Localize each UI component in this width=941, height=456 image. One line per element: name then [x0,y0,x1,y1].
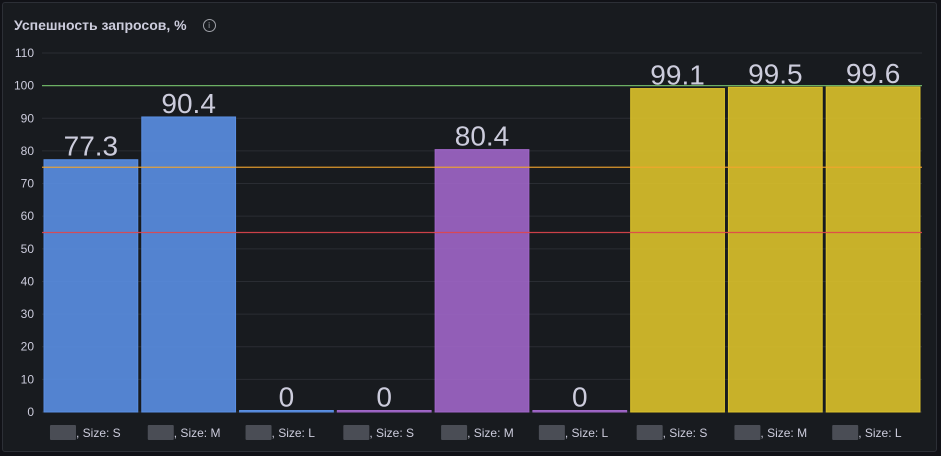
bar[interactable] [532,410,628,413]
bar[interactable] [336,410,432,413]
redacted-label-block [49,425,76,440]
bar[interactable] [825,86,921,413]
bar[interactable] [434,149,530,413]
redacted-label-block [441,425,468,440]
redacted-label-block [343,425,370,440]
y-tick-label: 30 [21,307,35,321]
bar[interactable] [43,159,139,413]
x-tick-label: , Size: M [467,426,514,440]
y-tick-label: 100 [14,79,34,93]
bar-value-label: 0 [572,382,588,413]
x-tick-label: , Size: L [858,426,902,440]
bar[interactable] [141,116,237,413]
bar-value-label: 99.5 [748,58,803,89]
y-tick-label: 20 [21,340,35,354]
panel-title[interactable]: Успешность запросов, % [14,17,187,33]
y-tick-label: 50 [21,242,35,256]
x-tick-label: , Size: S [663,426,708,440]
info-icon[interactable]: i [202,18,216,32]
y-tick-label: 110 [15,46,34,60]
y-tick-label: 0 [27,405,34,419]
x-tick-label: , Size: S [76,426,121,440]
redacted-label-block [245,425,272,440]
bar[interactable] [727,86,823,413]
redacted-label-block [832,425,859,440]
bar-value-label: 80.4 [455,121,510,152]
redacted-label-block [147,425,174,440]
y-tick-label: 60 [21,209,35,223]
x-tick-label: , Size: M [174,426,221,440]
bar[interactable] [630,88,725,413]
bar-value-label: 0 [376,382,392,413]
y-tick-label: 80 [21,144,35,158]
redacted-label-block [538,425,565,440]
x-tick-label: , Size: M [760,426,807,440]
panel-header: Успешность запросов, % i [14,15,216,35]
y-tick-label: 70 [21,177,35,191]
bar-value-label: 0 [279,382,295,413]
y-tick-label: 90 [21,111,35,125]
y-tick-label: 40 [21,274,35,288]
bar-value-label: 90.4 [161,88,216,119]
redacted-label-block [636,425,663,440]
x-tick-label: , Size: L [272,426,316,440]
bar-value-label: 77.3 [64,131,119,162]
bar[interactable] [239,410,334,413]
x-tick-label: , Size: L [565,426,609,440]
redacted-label-block [734,425,761,440]
bar-value-label: 99.6 [846,58,901,89]
y-tick-label: 10 [21,372,35,386]
x-tick-label: , Size: S [369,426,414,440]
